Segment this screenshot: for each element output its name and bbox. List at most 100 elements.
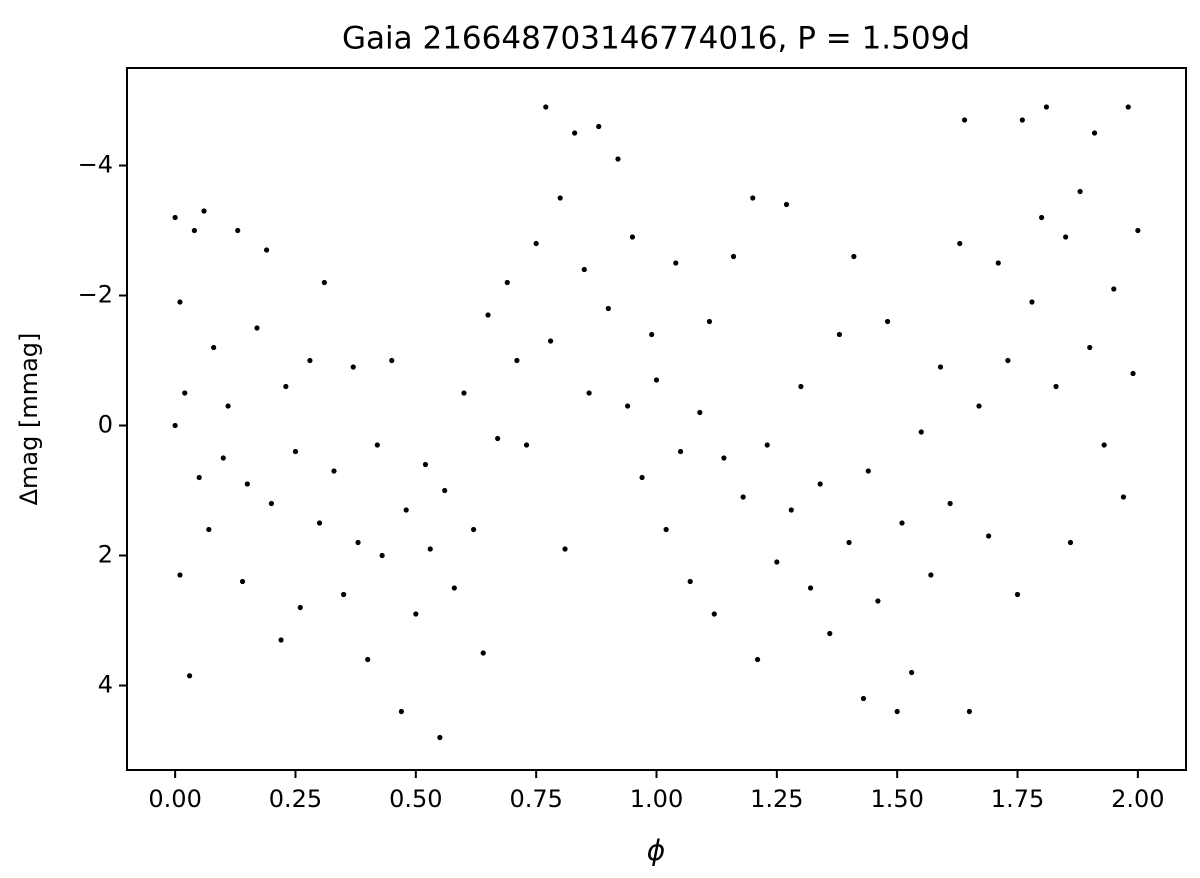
data-point <box>586 390 592 396</box>
data-point <box>379 552 385 559</box>
data-point <box>283 383 289 390</box>
data-point <box>986 533 992 539</box>
data-point <box>533 240 539 247</box>
data-point <box>316 520 323 526</box>
data-point <box>711 611 717 617</box>
data-point <box>1038 214 1045 221</box>
data-point <box>1077 188 1083 195</box>
data-point <box>947 500 953 507</box>
data-point <box>581 266 587 273</box>
data-point <box>687 578 693 585</box>
data-point <box>206 526 212 533</box>
data-point <box>1063 234 1069 240</box>
data-point <box>543 104 549 110</box>
data-point <box>774 559 780 565</box>
data-point <box>1067 539 1074 546</box>
data-point <box>437 734 443 741</box>
data-point <box>572 130 578 136</box>
data-point <box>548 338 554 344</box>
data-point <box>461 390 467 396</box>
data-point <box>750 195 756 201</box>
data-point <box>894 708 900 715</box>
data-point <box>201 208 207 214</box>
data-point <box>1091 130 1098 136</box>
data-point <box>865 468 871 474</box>
data-point <box>783 201 790 208</box>
data-point <box>1019 117 1025 123</box>
data-point <box>928 572 934 578</box>
data-point <box>321 279 327 286</box>
data-point <box>596 123 602 130</box>
data-point <box>427 546 433 552</box>
data-point <box>211 344 217 351</box>
data-point <box>1043 104 1050 110</box>
data-point <box>884 318 891 325</box>
data-point <box>495 435 501 442</box>
data-point <box>220 455 226 461</box>
data-point <box>961 117 968 123</box>
data-point <box>442 487 448 494</box>
data-point <box>629 234 636 240</box>
data-point <box>374 442 380 448</box>
data-point <box>451 585 457 591</box>
y-tick-label: −2 <box>78 281 113 309</box>
data-point <box>470 526 477 533</box>
data-point <box>268 500 275 507</box>
data-point <box>673 260 679 266</box>
x-tick-label: 0.25 <box>269 785 322 813</box>
x-tick-label: 1.00 <box>630 785 683 813</box>
y-tick-label: 2 <box>98 541 113 569</box>
data-point <box>177 572 183 578</box>
x-tick-label: 1.25 <box>750 785 803 813</box>
data-point <box>754 656 761 663</box>
data-point <box>172 422 178 429</box>
data-point <box>798 383 804 390</box>
data-point <box>1005 357 1011 364</box>
data-point <box>350 364 356 370</box>
data-point <box>389 357 395 364</box>
y-tick-label: 4 <box>98 671 113 699</box>
data-point <box>937 364 944 370</box>
data-point <box>413 611 419 617</box>
data-point <box>851 253 857 260</box>
data-point <box>278 637 284 643</box>
data-point <box>817 481 823 487</box>
data-point <box>403 507 409 513</box>
data-point <box>909 669 915 676</box>
data-point <box>615 156 621 162</box>
data-point <box>398 708 404 715</box>
data-point <box>1111 286 1117 292</box>
data-point <box>307 357 313 364</box>
data-point <box>730 253 737 260</box>
data-point <box>191 227 197 234</box>
data-point <box>186 673 193 679</box>
data-point <box>918 429 924 435</box>
data-point <box>860 695 867 702</box>
y-tick-label: 0 <box>98 411 113 439</box>
data-point <box>562 546 568 552</box>
x-tick-label: 1.50 <box>870 785 923 813</box>
data-point <box>836 331 843 338</box>
data-point <box>182 390 188 396</box>
data-point <box>341 591 347 598</box>
data-point <box>677 448 684 455</box>
data-point <box>807 585 814 591</box>
data-point <box>639 474 645 481</box>
data-point <box>1120 494 1127 500</box>
data-point <box>480 650 486 656</box>
y-tick-label: −4 <box>78 151 113 179</box>
data-point <box>995 260 1001 266</box>
x-tick-label: 0.00 <box>148 785 201 813</box>
data-point <box>485 312 491 318</box>
data-point <box>297 604 303 611</box>
data-point <box>235 227 241 234</box>
data-point <box>976 403 982 409</box>
data-point <box>254 325 260 331</box>
data-point <box>706 318 713 325</box>
chart-title: Gaia 216648703146774016, P = 1.509d <box>342 21 970 57</box>
data-point <box>697 409 703 416</box>
x-tick-label: 0.75 <box>509 785 562 813</box>
data-point <box>764 442 770 448</box>
data-point <box>966 708 972 715</box>
